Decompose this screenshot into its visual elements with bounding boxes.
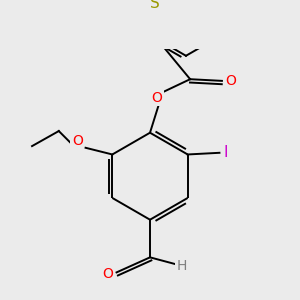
Text: O: O [103,267,114,281]
Text: I: I [224,145,228,160]
Text: O: O [225,74,236,88]
Text: O: O [72,134,83,148]
Text: O: O [151,91,162,105]
Text: S: S [150,0,160,11]
Text: H: H [177,259,187,273]
